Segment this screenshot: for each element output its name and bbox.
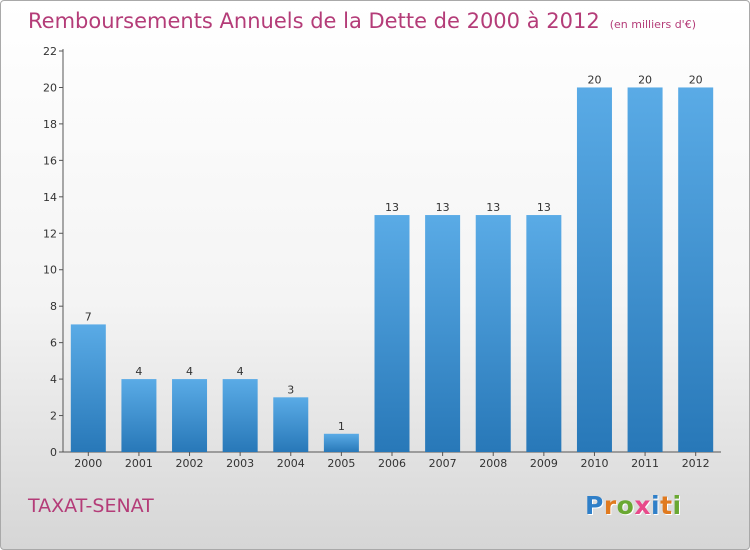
data-label-2009: 13: [537, 201, 551, 214]
bar-2008: [475, 215, 511, 452]
data-label-2012: 20: [689, 73, 703, 86]
data-label-2007: 13: [436, 201, 450, 214]
data-label-2006: 13: [385, 201, 399, 214]
x-tick-label-2000: 2000: [74, 457, 102, 470]
bar-2009: [526, 215, 562, 452]
data-label-2011: 20: [638, 73, 652, 86]
x-tick-label-2006: 2006: [378, 457, 406, 470]
y-tick-label: 6: [50, 337, 57, 350]
y-tick-label: 8: [50, 300, 57, 313]
data-label-2004: 3: [287, 383, 294, 396]
logo-letter: x: [634, 491, 651, 520]
x-tick-label-2010: 2010: [580, 457, 608, 470]
y-tick-label: 0: [50, 446, 57, 459]
bar-2001: [121, 379, 157, 452]
data-label-2010: 20: [587, 73, 601, 86]
logo-letter: i: [651, 491, 661, 520]
bar-2010: [576, 87, 612, 453]
data-label-2003: 4: [237, 365, 244, 378]
bar-2000: [70, 324, 106, 452]
y-tick-label: 22: [43, 45, 57, 58]
x-tick-label-2002: 2002: [176, 457, 204, 470]
logo-letter: t: [660, 491, 673, 520]
data-label-2002: 4: [186, 365, 193, 378]
logo-letter: o: [616, 491, 635, 520]
bar-2006: [374, 215, 410, 452]
x-tick-label-2004: 2004: [277, 457, 305, 470]
bar-2007: [425, 215, 461, 452]
x-tick-label-2008: 2008: [479, 457, 507, 470]
bar-2002: [172, 379, 208, 452]
y-tick-label: 18: [43, 118, 57, 131]
proxiti-logo: Proxiti: [585, 491, 682, 520]
logo-letter: r: [603, 491, 617, 520]
x-tick-label-2005: 2005: [327, 457, 355, 470]
bar-2012: [678, 87, 714, 453]
x-tick-label-2009: 2009: [530, 457, 558, 470]
y-tick-label: 2: [50, 410, 57, 423]
data-label-2000: 7: [85, 310, 92, 323]
commune-name: TAXAT-SENAT: [28, 495, 154, 517]
x-tick-label-2001: 2001: [125, 457, 153, 470]
y-tick-label: 12: [43, 227, 57, 240]
data-label-2005: 1: [338, 420, 345, 433]
bar-2003: [222, 379, 258, 452]
y-tick-label: 10: [43, 264, 57, 277]
x-tick-label-2007: 2007: [429, 457, 457, 470]
data-label-2001: 4: [135, 365, 142, 378]
chart-title: Remboursements Annuels de la Dette de 20…: [28, 9, 696, 33]
chart-unit: (en milliers d'€): [609, 18, 696, 31]
chart-bars: 7 4 4 4 3 1 13 13 13 13 20 20 20: [70, 73, 714, 453]
y-tick-label: 16: [43, 154, 57, 167]
x-tick-label-2012: 2012: [682, 457, 710, 470]
x-tick-label-2003: 2003: [226, 457, 254, 470]
y-tick-label: 14: [43, 191, 57, 204]
bar-2011: [627, 87, 663, 453]
bar-2005: [323, 433, 359, 452]
y-tick-label: 20: [43, 81, 57, 94]
x-tick-label-2011: 2011: [631, 457, 659, 470]
logo-letter: P: [585, 491, 604, 520]
bar-2004: [273, 397, 309, 452]
data-label-2008: 13: [486, 201, 500, 214]
chart-title-text: Remboursements Annuels de la Dette de 20…: [28, 9, 600, 33]
y-tick-label: 4: [50, 373, 57, 386]
logo-letter: i: [672, 491, 682, 520]
